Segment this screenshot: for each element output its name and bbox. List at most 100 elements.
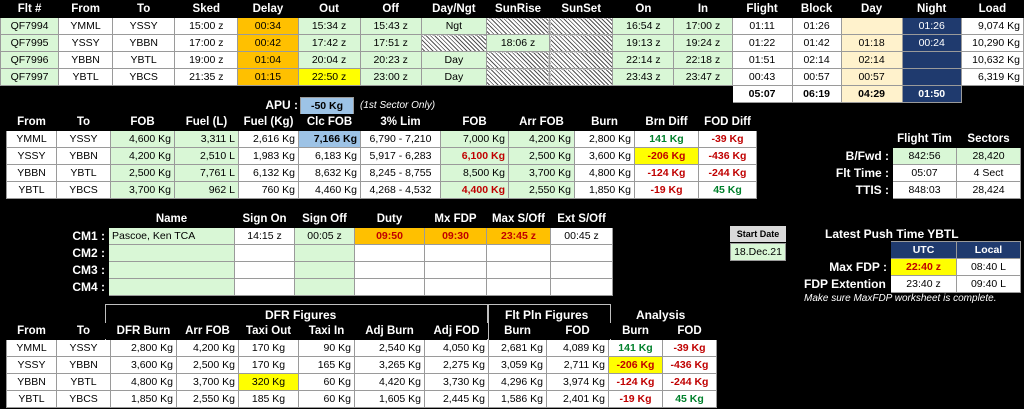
cell-an-burn: -124 Kg: [608, 373, 663, 391]
crew-header-row: Name Sign On Sign Off Duty Mx FDP Max S/…: [60, 210, 613, 228]
cell-arr-fob[interactable]: 4,200 Kg: [508, 130, 575, 148]
cell-day: 02:14: [840, 51, 903, 69]
cell-night: [901, 68, 962, 86]
cell-arr-fob[interactable]: 2,550 Kg: [508, 181, 575, 199]
col-taxi-out: Taxi Out: [238, 322, 299, 340]
cell-to[interactable]: YBBN: [112, 34, 176, 52]
cell-in[interactable]: 22:18 z: [673, 51, 733, 69]
cell-on[interactable]: 23:43 z: [612, 68, 675, 86]
cm1-sign-off[interactable]: 00:05 z: [294, 227, 355, 245]
fuel-table: From To FOB Fuel (L) Fuel (Kg) Clc FOB 3…: [6, 113, 757, 199]
cell-fob2[interactable]: 8,500 Kg: [440, 164, 509, 182]
cell-from[interactable]: YSSY: [58, 34, 114, 52]
flight-row: QF7997 YBTL YBCS 21:35 z 01:15 22:50 z 2…: [0, 68, 1024, 86]
fuel-row: YSSY YBBN 4,200 Kg 2,510 L 1,983 Kg 6,18…: [6, 147, 757, 165]
col-sign-off: Sign Off: [294, 210, 355, 228]
cell-out[interactable]: 22:50 z: [297, 68, 361, 86]
cell-on[interactable]: 16:54 z: [612, 17, 675, 35]
cell-fob[interactable]: 4,600 Kg: [110, 130, 175, 148]
cell-sked[interactable]: 15:00 z: [174, 17, 239, 35]
cell-3pct-lim: 5,917 - 6,283: [360, 147, 441, 165]
col-sectors: Sectors: [956, 130, 1021, 148]
cell-to: YBTL: [56, 164, 111, 182]
cell-fuel-l[interactable]: 962 L: [174, 181, 239, 199]
cell-day-ngt: Day: [420, 51, 487, 69]
cell-arr-fob: 2,500 Kg: [176, 356, 239, 374]
cell-off[interactable]: 20:23 z: [359, 51, 422, 69]
cell-sked[interactable]: 21:35 z: [174, 68, 239, 86]
cell-to[interactable]: YBTL: [112, 51, 176, 69]
cell-from[interactable]: YBBN: [58, 51, 114, 69]
bfwd-sectors[interactable]: 28,420: [956, 147, 1021, 165]
cell-off[interactable]: 15:43 z: [359, 17, 422, 35]
cm1-name[interactable]: Pascoe, Ken TCA: [108, 227, 235, 245]
cell-fob[interactable]: 3,700 Kg: [110, 181, 175, 199]
cell-adj-burn: 3,265 Kg: [354, 356, 425, 374]
cell-fuel-l[interactable]: 3,311 L: [174, 130, 239, 148]
cell-fob[interactable]: 2,500 Kg: [110, 164, 175, 182]
cell-3pct-lim: 4,268 - 4,532: [360, 181, 441, 199]
cm3-ext-soff: [550, 261, 613, 279]
cell-in[interactable]: 17:00 z: [673, 17, 733, 35]
cell-on[interactable]: 22:14 z: [612, 51, 675, 69]
cell-from: YBBN: [6, 373, 57, 391]
cell-to: YBCS: [56, 390, 111, 408]
cell-day-ngt: Ngt: [420, 17, 487, 35]
fuel-header-row: From To FOB Fuel (L) Fuel (Kg) Clc FOB 3…: [6, 113, 757, 131]
cm2-sign-on: [234, 244, 295, 262]
cell-block: 00:57: [791, 68, 842, 86]
cm4-label: CM4 :: [72, 279, 105, 294]
cell-on[interactable]: 19:13 z: [612, 34, 675, 52]
cell-in[interactable]: 19:24 z: [673, 34, 733, 52]
cell-flt[interactable]: QF7994: [0, 17, 60, 35]
cell-flt[interactable]: QF7995: [0, 34, 60, 52]
bfwd-time[interactable]: 842:56: [892, 147, 957, 165]
cell-adj-burn: 4,420 Kg: [354, 373, 425, 391]
cell-from[interactable]: YBTL: [58, 68, 114, 86]
cell-fob2[interactable]: 6,100 Kg: [440, 147, 509, 165]
cell-arr-fob: 2,550 Kg: [176, 390, 239, 408]
cell-an-fod: -436 Kg: [662, 356, 717, 374]
cell-off[interactable]: 23:00 z: [359, 68, 422, 86]
cell-flt[interactable]: QF7996: [0, 51, 60, 69]
cm2-name[interactable]: [108, 244, 235, 262]
cell-out[interactable]: 15:34 z: [297, 17, 361, 35]
cell-from[interactable]: YMML: [58, 17, 114, 35]
cell-to[interactable]: YBCS: [112, 68, 176, 86]
cell-adj-fod: 2,445 Kg: [424, 390, 489, 408]
cm3-mx-fdp: [424, 261, 487, 279]
cell-sked[interactable]: 17:00 z: [174, 34, 239, 52]
cell-sked[interactable]: 19:00 z: [174, 51, 239, 69]
cell-in[interactable]: 23:47 z: [673, 68, 733, 86]
cell-brn-diff: -124 Kg: [634, 164, 699, 182]
summary-row-bfwd: B/Fwd : 842:56 28,420: [821, 147, 1021, 165]
cm2-sign-off[interactable]: [294, 244, 355, 262]
cm3-label: CM3 :: [72, 262, 105, 277]
cm3-name[interactable]: [108, 261, 235, 279]
cell-dfr-burn: 3,600 Kg: [110, 356, 177, 374]
cell-delay: 01:04: [237, 51, 299, 69]
cell-block: 01:42: [791, 34, 842, 52]
cell-out[interactable]: 17:42 z: [297, 34, 361, 52]
cell-to[interactable]: YSSY: [112, 17, 176, 35]
cell-fob[interactable]: 4,200 Kg: [110, 147, 175, 165]
start-date-value[interactable]: 18.Dec.21: [730, 243, 786, 261]
cm4-name[interactable]: [108, 278, 235, 296]
cell-arr-fob[interactable]: 2,500 Kg: [508, 147, 575, 165]
cell-arr-fob[interactable]: 3,700 Kg: [508, 164, 575, 182]
cell-flt[interactable]: QF7997: [0, 68, 60, 86]
cell-fob2[interactable]: 7,000 Kg: [440, 130, 509, 148]
cell-off[interactable]: 17:51 z: [359, 34, 422, 52]
ttis-label: TTIS :: [855, 182, 889, 197]
cell-sunset: [549, 34, 614, 52]
col-ext-soff: Ext S/Off: [550, 210, 613, 228]
cell-fuel-l[interactable]: 2,510 L: [174, 147, 239, 165]
cell-out[interactable]: 20:04 z: [297, 51, 361, 69]
cell-dfr-burn: 1,850 Kg: [110, 390, 177, 408]
cm4-sign-off[interactable]: [294, 278, 355, 296]
cell-fob2[interactable]: 4,400 Kg: [440, 181, 509, 199]
cm3-sign-off[interactable]: [294, 261, 355, 279]
cell-clc-fob: 7,166 Kg: [298, 130, 361, 148]
cell-day-ngt: [420, 34, 487, 52]
cell-fuel-l[interactable]: 7,761 L: [174, 164, 239, 182]
